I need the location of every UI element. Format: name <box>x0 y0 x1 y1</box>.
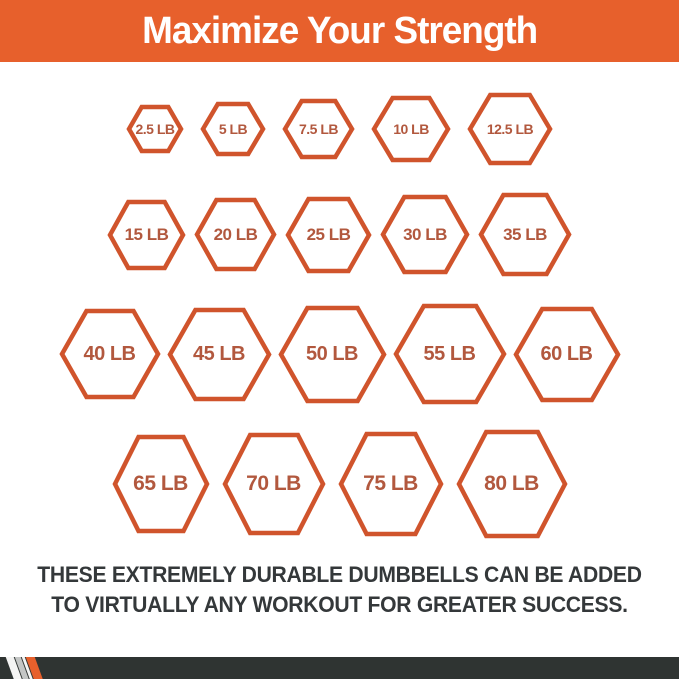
weight-label: 10 LB <box>393 121 429 137</box>
hexagon-weight-badge: 50 LB <box>277 305 387 404</box>
hexagon-weight-badge: 5 LB <box>200 101 266 157</box>
hexagon-weight-badge: 65 LB <box>111 434 210 534</box>
hexagon-weight-badge: 12.5 LB <box>467 92 553 166</box>
bottom-bar <box>0 657 679 679</box>
hexagon-outline-icon <box>478 192 572 277</box>
hexagon-weight-badge: 7.5 LB <box>282 98 355 160</box>
hexagon-weight-badge: 35 LB <box>478 192 572 277</box>
weight-row-4: 65 LB 70 LB 75 LB 80 LB <box>0 429 679 539</box>
weight-label: 55 LB <box>423 342 476 365</box>
weight-label: 15 LB <box>124 224 169 244</box>
weight-label: 45 LB <box>193 342 245 365</box>
hexagon-outline-icon <box>467 92 553 166</box>
hexagon-outline-icon <box>107 199 186 270</box>
hexagon-weight-badge: 40 LB <box>58 308 161 400</box>
weight-label: 60 LB <box>540 342 593 365</box>
hexagon-outline-icon <box>221 432 326 536</box>
weight-label: 20 LB <box>213 224 258 244</box>
hexagon-outline-icon <box>200 101 266 157</box>
hexagon-weight-badge: 30 LB <box>380 194 470 275</box>
hexagon-outline-icon <box>380 194 470 275</box>
caption: THESE EXTREMELY DURABLE DUMBBELLS CAN BE… <box>0 560 679 620</box>
weight-label: 75 LB <box>363 472 418 495</box>
hexagon-outline-icon <box>166 307 272 401</box>
weight-label: 12.5 LB <box>486 121 534 137</box>
hexagon-weight-badge: 55 LB <box>392 303 507 405</box>
weight-row-1: 2.5 LB 5 LB 7.5 LB 10 LB 12.5 LB <box>0 92 679 166</box>
caption-line-2: TO VIRTUALLY ANY WORKOUT FOR GREATER SUC… <box>51 592 628 617</box>
hexagon-weight-badge: 20 LB <box>194 197 277 272</box>
hexagon-outline-icon <box>194 197 277 272</box>
hexagon-outline-icon <box>455 429 568 539</box>
hexagon-outline-icon <box>371 95 451 163</box>
weight-label: 65 LB <box>133 472 188 495</box>
hexagon-outline-icon <box>111 434 210 534</box>
hexagon-outline-icon <box>285 196 372 273</box>
hexagon-weight-badge: 15 LB <box>107 199 186 271</box>
header-banner: Maximize Your Strength <box>0 0 679 62</box>
weight-label: 70 LB <box>246 472 301 495</box>
hexagon-weight-badge: 80 LB <box>455 429 568 539</box>
hexagon-outline-icon <box>282 98 355 160</box>
hexagon-weight-badge: 2.5 LB <box>126 104 184 154</box>
hexagon-weight-badge: 10 LB <box>371 95 451 163</box>
hexagon-weight-badge: 45 LB <box>166 307 272 402</box>
caption-line-1: THESE EXTREMELY DURABLE DUMBBELLS CAN BE… <box>37 562 642 587</box>
weight-label: 80 LB <box>484 472 539 495</box>
weight-label: 50 LB <box>306 342 358 365</box>
weight-label: 2.5 LB <box>135 121 175 137</box>
hexagon-grid: 2.5 LB 5 LB 7.5 LB 10 LB 12.5 LB 15 LB 20 LB 2… <box>0 62 679 539</box>
hexagon-weight-badge: 25 LB <box>285 196 372 274</box>
hexagon-outline-icon <box>337 431 444 537</box>
weight-label: 5 LB <box>218 121 248 137</box>
weight-label: 40 LB <box>83 342 136 365</box>
hexagon-weight-badge: 60 LB <box>512 306 621 403</box>
hexagon-outline-icon <box>512 306 621 402</box>
weight-row-2: 15 LB 20 LB 25 LB 30 LB 35 LB <box>0 192 679 277</box>
hexagon-weight-badge: 70 LB <box>221 432 326 536</box>
weight-row-3: 40 LB 45 LB 50 LB 55 LB 60 LB <box>0 303 679 405</box>
hexagon-outline-icon <box>392 303 507 405</box>
page-title: Maximize Your Strength <box>141 9 538 52</box>
weight-label: 25 LB <box>306 224 351 244</box>
weight-label: 35 LB <box>503 224 547 244</box>
hexagon-outline-icon <box>126 104 184 154</box>
hexagon-outline-icon <box>277 305 387 403</box>
hexagon-weight-badge: 75 LB <box>337 431 444 537</box>
weight-label: 7.5 LB <box>298 121 339 137</box>
weight-label: 30 LB <box>403 224 447 244</box>
hexagon-outline-icon <box>58 308 161 400</box>
